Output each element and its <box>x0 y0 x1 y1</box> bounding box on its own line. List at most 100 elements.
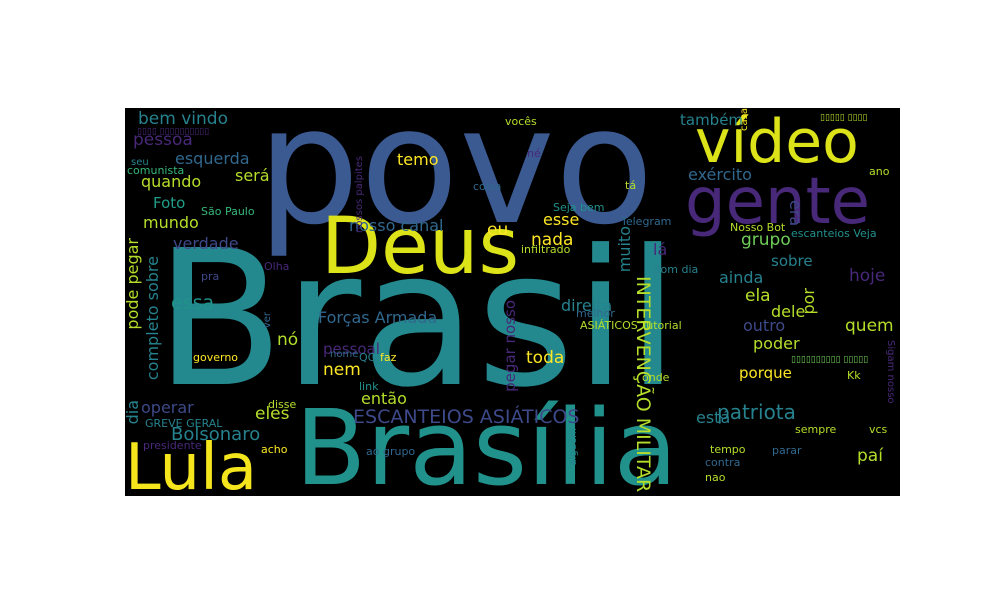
word-lula: Lula <box>125 431 258 496</box>
word-quem: quem <box>845 316 894 336</box>
word-no: nó <box>277 330 299 350</box>
word-nao: nao <box>705 471 726 484</box>
word-exercito: exército <box>688 165 752 184</box>
word-onde: onde <box>642 371 670 384</box>
word-pai: paí <box>857 446 883 466</box>
word-patriota: patriota <box>717 400 796 424</box>
word-completo-sobre: completo sobre <box>143 256 162 381</box>
word-seu: seu <box>131 157 149 168</box>
word-glyph-b: ▯▯▯▯ ▯▯▯▯▯▯▯▯▯▯ <box>137 127 210 137</box>
word-toda: toda <box>526 348 565 368</box>
word-bolsonaro: Bolsonaro <box>171 424 261 445</box>
word-nosso-bot: Nosso Bot <box>730 221 786 234</box>
word-melhor: melhor <box>576 307 615 320</box>
word-ta: tá <box>625 179 637 192</box>
word-gente: gente <box>685 165 871 239</box>
word-video: vídeo <box>695 108 859 177</box>
word-intervencao-militar: INTERVENÇÃO MILITAR <box>632 276 654 493</box>
word-sao-paulo: São Paulo <box>201 205 255 218</box>
word-escanteios-asiaticos: ESCANTEIOS ASIÁTICOS <box>353 406 580 428</box>
word-governo: governo <box>193 351 239 364</box>
word-cloud: povo Brasil Brasília Deus gente vídeo Lu… <box>125 108 900 496</box>
word-entao: então <box>361 389 407 408</box>
word-glyph-c: ▯▯▯▯▯▯▯▯▯▯ ▯▯▯▯▯ <box>791 355 869 365</box>
word-seja-bem: Seja bem <box>553 201 605 214</box>
word-verdade: verdade <box>173 234 239 253</box>
word-operar: operar <box>141 398 194 417</box>
word-greve-geral: GREVE GERAL <box>145 417 223 430</box>
word-bem-vindo: bem vindo <box>138 109 228 129</box>
word-ne: né <box>527 147 541 160</box>
word-por: por <box>799 288 818 315</box>
word-presidente: presidente <box>143 439 202 452</box>
word-parar: parar <box>772 444 802 457</box>
word-nossos-palpites: nossos palpites <box>354 156 365 234</box>
word-asiaticos-tutorial: ASIÁTICOS Tutorial <box>580 319 682 332</box>
word-esse: esse <box>543 210 580 229</box>
word-sempre: sempre <box>795 423 837 436</box>
word-pessoal: pessoal <box>323 340 380 358</box>
word-comunista: comunista <box>127 164 185 177</box>
word-povo: povo <box>257 108 654 261</box>
word-bom-dia: Bom dia <box>653 263 699 276</box>
word-hoje: hoje <box>849 266 886 286</box>
word-sobre: sobre <box>771 252 813 270</box>
word-brasil: Brasil <box>155 210 679 429</box>
word-outro: outro <box>743 316 786 335</box>
word-voces: vocês <box>505 115 537 128</box>
word-dia: dia <box>125 400 142 425</box>
word-tambem: também <box>680 111 744 129</box>
word-escanteios-veja: escanteios Veja <box>791 227 877 240</box>
word-forcas-armada: Forças Armada <box>318 308 438 327</box>
word-pegar-nosso: pegar nosso <box>501 300 519 392</box>
word-la: lá <box>653 240 668 259</box>
word-deus: Deus <box>321 202 520 292</box>
word-olha: Olha <box>264 260 290 273</box>
word-ver: ver <box>262 312 273 329</box>
word-telegram: Telegram <box>621 215 672 228</box>
word-direita: direita <box>561 296 613 315</box>
word-ela: ela <box>745 286 771 306</box>
word-esquerda: esquerda <box>175 149 250 168</box>
word-nosso-canal: nosso canal <box>349 216 444 235</box>
word-coisa: coisa <box>473 180 502 193</box>
word-nome: nome <box>330 349 359 360</box>
word-porque: porque <box>739 364 792 382</box>
word-pode-pegar: pode pegar <box>125 238 142 330</box>
word-brasilia: Brasília <box>295 387 678 496</box>
word-sera: será <box>235 166 270 185</box>
word-disse: disse <box>268 398 297 411</box>
word-poder: poder <box>753 334 800 353</box>
word-glyph-a: ▯▯▯▯▯ ▯▯▯▯ <box>820 113 868 123</box>
word-muito: muito <box>615 226 634 273</box>
word-eu: eu <box>487 220 509 240</box>
word-acho: acho <box>261 443 288 456</box>
word-ano: ano <box>869 165 890 178</box>
word-vcs: vcs <box>869 423 888 436</box>
word-ao-grupo: ao grupo <box>366 445 416 458</box>
word-infiltrado: infiltrado <box>521 243 571 256</box>
word-temo: temo <box>397 150 439 169</box>
word-nem: nem <box>323 360 361 380</box>
word-eles: eles <box>255 404 290 424</box>
word-essa: essa <box>171 292 215 314</box>
word-era: era <box>786 200 805 227</box>
word-mundo: mundo <box>143 213 199 232</box>
word-quando: quando <box>141 172 202 191</box>
word-faz: faz <box>380 351 397 364</box>
word-kk: Kk <box>847 369 861 382</box>
word-esta: está <box>696 408 731 427</box>
word-contra: contra <box>705 456 741 469</box>
word-grupo: grupo <box>741 230 791 250</box>
word-sigam-nosso: Sigam nosso <box>885 340 896 404</box>
word-alguem: alguém <box>568 428 579 466</box>
word-casa: casa <box>739 108 750 131</box>
word-nada: nada <box>531 230 574 250</box>
word-qg: QG <box>359 351 377 364</box>
word-pessoa: pessoa <box>133 130 193 150</box>
word-link: link <box>359 380 379 393</box>
word-ainda: ainda <box>719 268 764 287</box>
word-tempo: tempo <box>710 443 746 456</box>
word-foto: Foto <box>153 194 186 212</box>
word-pra: pra <box>201 270 220 283</box>
